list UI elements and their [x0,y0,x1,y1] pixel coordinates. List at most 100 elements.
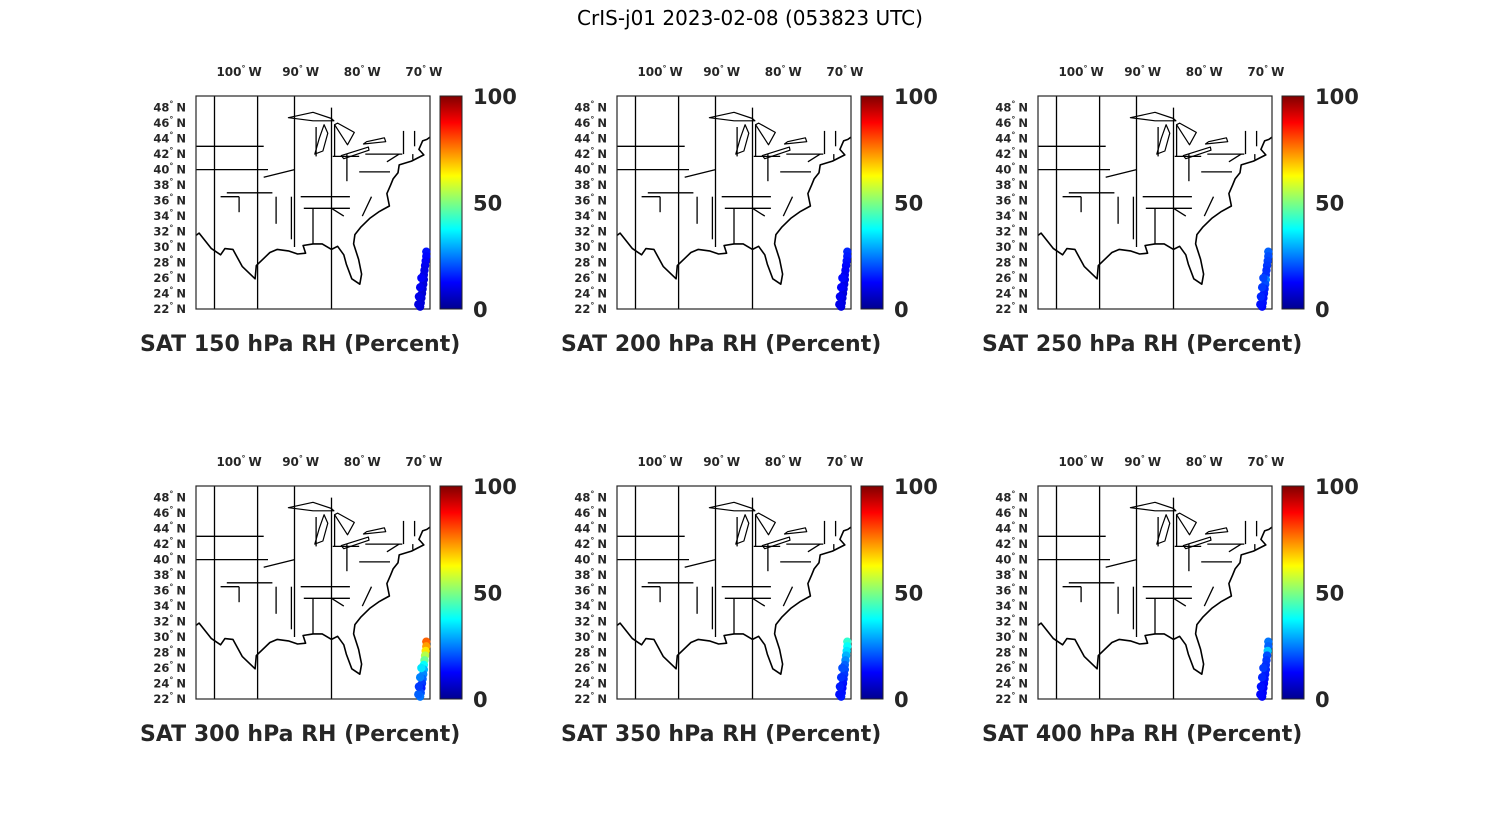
lat-tick-label: 32° N [574,224,607,239]
lat-tick-label: 44° N [574,131,607,146]
map-frame [616,485,852,700]
observation-point [835,292,845,301]
map-panel: 100° W 90° W 80° W 70° W 48° N 46° N 44° N 42° N 40° N 38°… [140,454,560,798]
lat-tick-label: 26° N [995,660,1028,675]
lat-tick-label: 32° N [153,614,186,629]
map-panel: 100° W 90° W 80° W 70° W 48° N 46° N 44° N 42° N 40° N 38°… [982,454,1402,798]
observation-point [1259,663,1268,673]
colorbar-tick-label: 100 [1315,475,1359,499]
observation-point [417,663,426,673]
lon-tick-label: 100° W [1058,64,1103,79]
lon-tick-label: 80° W [344,454,381,469]
lon-tick-label: 70° W [826,454,863,469]
observation-point [1256,690,1265,699]
colorbar-tick-label: 0 [473,688,488,712]
lat-tick-label: 34° N [153,208,186,223]
lat-tick-label: 32° N [574,614,607,629]
lon-tick-label: 80° W [1186,454,1223,469]
lat-tick-label: 42° N [153,536,186,551]
basemap-outline [195,486,431,699]
observation-point [835,682,845,691]
lon-tick-label: 100° W [637,454,682,469]
lat-tick-label: 44° N [574,521,607,536]
lat-tick-label: 46° N [153,115,186,130]
lat-tick-label: 46° N [574,115,607,130]
lon-tick-label: 70° W [826,64,863,79]
lat-tick-label: 24° N [995,676,1028,691]
lat-tick-label: 32° N [995,614,1028,629]
observation-point [1256,292,1266,301]
observation-point [1257,673,1267,682]
observation-point [1256,682,1266,691]
colorbar [1281,95,1305,310]
lon-tick-label: 70° W [1247,64,1284,79]
lat-tick-label: 26° N [574,660,607,675]
lat-tick-label: 44° N [153,131,186,146]
map-frame [195,95,431,310]
lat-tick-label: 48° N [995,490,1028,505]
lat-tick-label: 42° N [574,146,607,161]
lat-tick-label: 26° N [153,660,186,675]
lon-tick-label: 80° W [765,64,802,79]
lat-tick-label: 48° N [995,100,1028,115]
observation-point [414,690,423,699]
lat-tick-label: 48° N [153,490,186,505]
figure-title: CrIS-j01 2023-02-08 (053823 UTC) [577,6,923,30]
observation-point [414,292,424,301]
lat-tick-label: 34° N [995,208,1028,223]
colorbar-tick-label: 100 [894,85,938,109]
lat-tick-label: 34° N [153,598,186,613]
observation-point [836,283,846,292]
map-frame [1037,485,1273,700]
observation-point [1256,300,1265,309]
lon-tick-label: 90° W [282,454,319,469]
map-panel: 100° W 90° W 80° W 70° W 48° N 46° N 44° N 42° N 40° N 38°… [982,64,1402,408]
lat-tick-label: 40° N [574,162,607,177]
lon-tick-label: 80° W [344,64,381,79]
colorbar-tick-label: 50 [1315,582,1344,606]
lat-tick-label: 30° N [995,239,1028,254]
lon-tick-label: 90° W [703,454,740,469]
observation-point [835,300,844,309]
lon-tick-label: 80° W [1186,64,1223,79]
lat-tick-label: 46° N [995,115,1028,130]
lat-tick-label: 44° N [153,521,186,536]
lat-tick-label: 22° N [574,691,607,706]
panel-title: SAT 400 hPa RH (Percent) [982,722,1303,747]
lat-tick-label: 24° N [995,286,1028,301]
panel-title: SAT 300 hPa RH (Percent) [140,722,461,747]
colorbar-tick-label: 50 [1315,192,1344,216]
lat-tick-label: 24° N [153,286,186,301]
observation-point [838,273,847,283]
colorbar-tick-label: 100 [894,475,938,499]
lat-tick-label: 38° N [574,567,607,582]
observation-point [836,673,846,682]
colorbar-tick-label: 0 [1315,298,1330,322]
lat-tick-label: 22° N [153,691,186,706]
lat-tick-label: 36° N [153,583,186,598]
map-panel: 100° W 90° W 80° W 70° W 48° N 46° N 44° N 42° N 40° N 38°… [561,64,981,408]
colorbar-tick-label: 50 [473,582,502,606]
colorbar-tick-label: 0 [473,298,488,322]
lat-tick-label: 40° N [995,162,1028,177]
map-plot: 100° W 90° W 80° W 70° W 48° N46° N44° N42° N40° N38°… [574,454,938,712]
map-plot: 100° W 90° W 80° W 70° W 48° N46° N44° N42° N40° N38°… [995,64,1358,322]
lat-tick-label: 40° N [153,552,186,567]
lat-tick-label: 38° N [995,177,1028,192]
map-frame [195,485,431,700]
colorbar-tick-label: 50 [894,192,923,216]
observation-point [415,283,425,292]
lat-tick-label: 42° N [995,536,1028,551]
panel-title: SAT 200 hPa RH (Percent) [561,332,882,357]
lat-tick-label: 36° N [995,193,1028,208]
observation-point [1257,283,1267,292]
basemap-outline [1037,96,1273,309]
lat-tick-label: 24° N [574,286,607,301]
lat-tick-label: 22° N [153,301,186,316]
map-plot: 100° W 90° W 80° W 70° W 48° N46° N44° N42° N40° N38°… [995,454,1359,712]
basemap-outline [616,486,852,699]
lat-tick-label: 28° N [995,255,1028,270]
lat-tick-label: 48° N [574,490,607,505]
map-plot: 100° W 90° W 80° W 70° W 48° N46° N44° N42° N40° N38°… [574,64,938,322]
lon-tick-label: 70° W [405,64,442,79]
